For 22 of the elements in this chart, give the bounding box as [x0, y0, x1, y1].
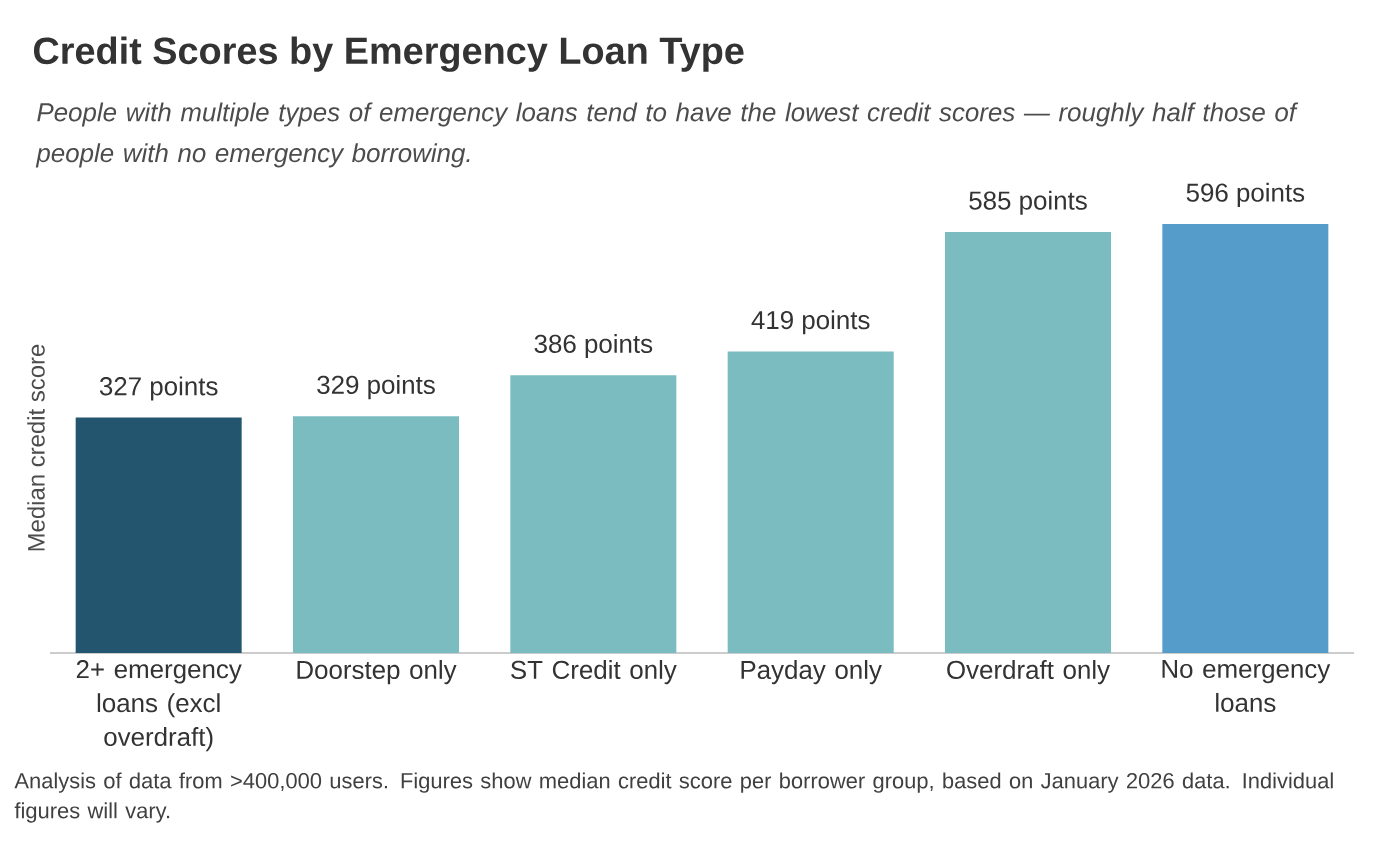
x-tick-label: 2+ emergency loans (excl overdraft): [76, 660, 242, 752]
data-label: 329 points: [317, 374, 435, 400]
bar: [727, 351, 894, 653]
chart-title: Credit Scores by Emergency Loan Type: [33, 36, 744, 72]
x-tick-label: No emergency loans: [1162, 660, 1331, 712]
y-axis-title: Median credit score: [27, 344, 45, 551]
x-tick-label: Doorstep only: [297, 660, 457, 685]
bar: [293, 416, 460, 653]
bar: [510, 375, 677, 653]
chart-subtitle: People with multiple types of emergency loans tend to have the lowest credit scores — roughly half those of people with no emergency borrowing.: [35, 102, 1299, 168]
data-label: 386 points: [534, 333, 653, 359]
data-label: 327 points: [99, 376, 218, 401]
x-tick-label: Overdraft only: [947, 660, 1110, 685]
data-label: 585 points: [969, 190, 1087, 215]
x-tick-label: ST Credit only: [511, 660, 677, 685]
x-tick-label: Payday only: [741, 660, 882, 685]
bar: [75, 417, 242, 653]
bar: [1162, 223, 1329, 653]
text: Analysis of data from >400,000 users. Figures show median credit score per borrower group, based on January 2026 data. Individual figures will vary.: [14, 772, 1333, 823]
data-label: 596 points: [1186, 182, 1305, 207]
bar: [945, 231, 1112, 653]
data-label: 419 points: [751, 310, 870, 335]
